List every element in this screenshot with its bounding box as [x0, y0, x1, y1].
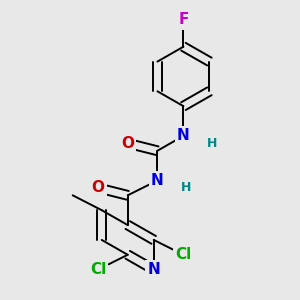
- Text: N: N: [147, 262, 160, 277]
- Text: Cl: Cl: [90, 262, 106, 277]
- Text: O: O: [121, 136, 134, 151]
- Text: N: N: [151, 173, 164, 188]
- Text: O: O: [92, 180, 104, 195]
- Text: H: H: [207, 137, 218, 150]
- Text: Cl: Cl: [175, 247, 192, 262]
- Text: F: F: [178, 13, 189, 28]
- Text: N: N: [177, 128, 190, 143]
- Text: H: H: [181, 182, 192, 194]
